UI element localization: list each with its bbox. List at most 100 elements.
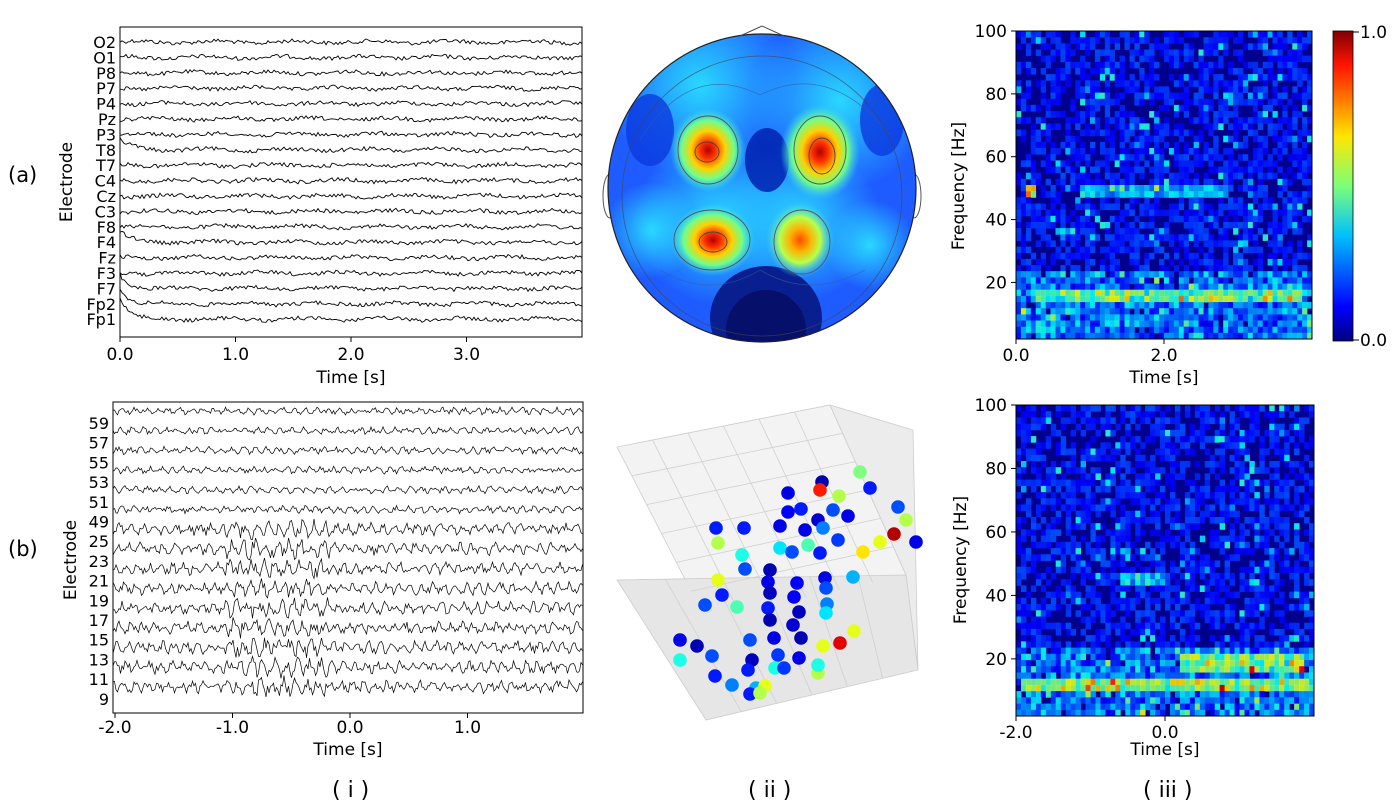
- spectrogram-cell: [1188, 148, 1194, 155]
- spectrogram-cell: [1193, 98, 1199, 106]
- spectrogram-cell: [1213, 222, 1219, 229]
- spectrogram-cell: [1204, 423, 1211, 431]
- spectrogram-cell: [1135, 647, 1141, 655]
- spectrogram-cell: [1154, 61, 1160, 69]
- spectrogram-cell: [1094, 234, 1101, 241]
- spectrogram-cell: [1050, 554, 1057, 561]
- spectrogram-cell: [1134, 166, 1140, 174]
- spectrogram-cell: [1030, 129, 1037, 137]
- spectrogram-cell: [1055, 566, 1062, 574]
- spectrogram-cell: [1254, 641, 1260, 648]
- spectrogram-cell: [1269, 517, 1275, 524]
- spectrogram-cell: [1094, 117, 1101, 124]
- spectrogram-cell: [1233, 135, 1239, 143]
- spectrogram-cell: [1075, 485, 1081, 493]
- spectrogram-cell: [1165, 454, 1171, 462]
- spectrogram-cell: [1115, 535, 1121, 543]
- trace-15: [113, 617, 583, 639]
- spectrogram-cell: [1179, 572, 1186, 580]
- spectrogram-cell: [1189, 709, 1196, 716]
- spectrogram-cell: [1238, 240, 1244, 247]
- spectrogram-cell: [1294, 697, 1300, 704]
- spectrogram-cell: [1168, 332, 1175, 339]
- spectrogram-cell: [1050, 98, 1056, 106]
- spectrogram-cell: [1277, 55, 1283, 63]
- electrode-point: [785, 545, 799, 559]
- spectrogram-cell: [1244, 610, 1250, 617]
- spectrogram-cell: [1070, 185, 1076, 192]
- spectrogram-cell: [1294, 566, 1300, 574]
- spectrogram-cell: [1203, 265, 1209, 272]
- spectrogram-cell: [1050, 660, 1057, 667]
- spectrogram-cell: [1228, 178, 1234, 186]
- spectrogram-cell: [1090, 141, 1096, 149]
- electrode-point: [801, 538, 815, 552]
- spectrogram-cell: [1309, 697, 1314, 704]
- spectrogram-cell: [1214, 436, 1221, 443]
- spectrogram-cell: [1238, 37, 1244, 44]
- spectrogram-cell: [1130, 411, 1136, 418]
- spectrogram-cell: [1193, 92, 1199, 100]
- spectrogram-cell: [1090, 314, 1096, 321]
- spectrogram-cell: [1287, 222, 1293, 229]
- channel-label-T8: T8: [95, 141, 116, 160]
- spectrogram-cell: [1287, 277, 1293, 284]
- spectrogram-cell: [1094, 31, 1101, 38]
- spectrogram-cell: [1233, 222, 1239, 229]
- spectrogram-cell: [1030, 185, 1037, 192]
- spectrogram-cell: [1257, 277, 1263, 284]
- spectrogram-cell: [1297, 246, 1303, 254]
- spectrogram-cell: [1060, 473, 1067, 480]
- spectrogram-cell: [1209, 635, 1216, 642]
- spectrogram-cell: [1247, 160, 1254, 167]
- spectrogram-cell: [1149, 289, 1155, 297]
- spectrogram-cell: [1242, 74, 1249, 81]
- spectrogram-cell: [1269, 572, 1275, 580]
- spectrogram-cell: [1178, 289, 1185, 297]
- spectrogram-cell: [1294, 523, 1300, 530]
- spectrogram-cell: [1214, 541, 1221, 549]
- spectrogram-cell: [1154, 326, 1160, 334]
- spectrogram-cell: [1150, 467, 1156, 474]
- spectrogram-cell: [1090, 504, 1096, 512]
- spectrogram-cell: [1244, 672, 1250, 680]
- spectrogram-cell: [1249, 684, 1255, 692]
- spectrogram-cell: [1030, 191, 1037, 198]
- spectrogram-cell: [1218, 283, 1224, 291]
- trace-F3: [120, 269, 582, 277]
- spectrogram-cell: [1099, 271, 1106, 278]
- spectrogram-cell: [1094, 160, 1101, 167]
- spectrogram-cell: [1292, 203, 1298, 211]
- spectrogram-cell: [1055, 295, 1061, 303]
- spectrogram-cell: [1198, 86, 1204, 93]
- spectrogram-cell: [1198, 234, 1204, 241]
- spectrogram-cell: [1065, 215, 1071, 223]
- spectrogram-cell: [1090, 554, 1096, 561]
- spectrogram-cell: [1145, 517, 1151, 524]
- spectrogram-cell: [1179, 436, 1186, 443]
- spectrogram-cell: [1164, 308, 1170, 315]
- spectrogram-cell: [1149, 271, 1155, 278]
- spectrogram-cell: [1252, 332, 1259, 339]
- spectrogram-cell: [1025, 448, 1032, 456]
- spectrogram-cell: [1140, 703, 1146, 711]
- spectrogram-cell: [1239, 442, 1245, 449]
- spectrogram-cell: [1267, 258, 1273, 266]
- spectrogram-cell: [1045, 604, 1052, 611]
- spectrogram-cell: [1189, 666, 1196, 673]
- spectrogram-cell: [1124, 123, 1130, 130]
- spectrogram-cell: [1080, 252, 1086, 260]
- spectrogram-cell: [1025, 49, 1032, 57]
- spectrogram-cell: [1199, 647, 1206, 655]
- electrode-point: [737, 521, 751, 535]
- spectrogram-cell: [1099, 98, 1106, 106]
- electrode-point: [773, 519, 787, 533]
- spectrogram-cell: [1070, 666, 1076, 673]
- spectrogram-cell: [1193, 135, 1199, 143]
- spectrogram-cell: [1075, 684, 1081, 692]
- spectrogram-cell: [1140, 498, 1146, 505]
- hotspot-right-posterior: [766, 202, 834, 278]
- spectrogram-cell: [1219, 660, 1225, 667]
- spectrogram-cell: [1154, 209, 1160, 217]
- spectrogram-cell: [1304, 709, 1310, 716]
